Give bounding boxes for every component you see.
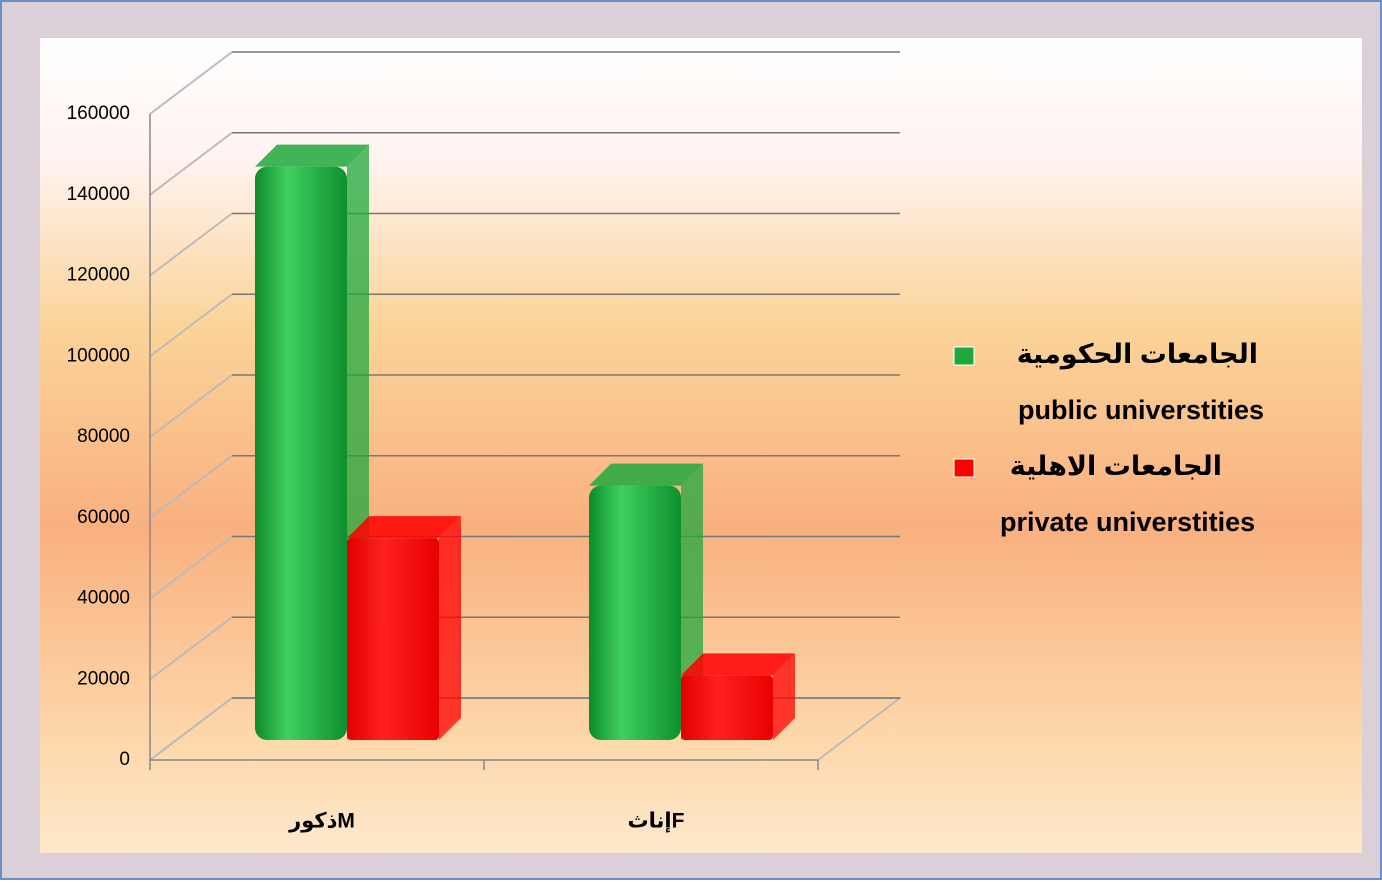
grid-line xyxy=(149,51,233,115)
legend-label: الجامعات الحكومية xyxy=(1017,339,1258,370)
y-tick-label: 60000 xyxy=(77,507,130,528)
legend-label: private universtities xyxy=(1000,507,1255,537)
y-tick-label: 40000 xyxy=(77,588,130,609)
bar-top xyxy=(589,463,703,486)
bar xyxy=(347,538,439,740)
y-tick-label: 0 xyxy=(119,749,130,770)
grid-line xyxy=(149,616,233,681)
bar-top xyxy=(255,144,369,167)
bar xyxy=(255,166,347,741)
grid-line xyxy=(149,374,233,438)
bar-top xyxy=(347,516,461,539)
y-tick-label: 20000 xyxy=(77,668,130,689)
x-tick-label: ذكورM xyxy=(288,810,355,833)
y-tick-label: 100000 xyxy=(67,345,130,366)
legend-label: public universtities xyxy=(1018,395,1264,425)
grid-line xyxy=(149,212,233,277)
y-tick-label: 120000 xyxy=(67,265,130,286)
legend-swatch xyxy=(953,458,975,478)
grid-line xyxy=(149,131,233,196)
y-tick-label: 80000 xyxy=(77,426,130,447)
legend-label: الجامعات الاهلية xyxy=(1010,451,1222,481)
legend-swatch xyxy=(953,346,975,366)
grid-line xyxy=(149,697,233,761)
bar xyxy=(589,485,681,740)
grid-line xyxy=(149,535,233,600)
x-tick-label: إناثF xyxy=(628,810,685,833)
bar-side xyxy=(439,516,461,740)
y-tick-label: 160000 xyxy=(67,103,130,124)
bar-top xyxy=(681,653,795,676)
grid-line xyxy=(149,293,233,358)
y-tick-label: 140000 xyxy=(67,184,130,205)
bar xyxy=(681,675,773,740)
grid-line xyxy=(149,454,233,519)
bar-side xyxy=(773,653,795,740)
